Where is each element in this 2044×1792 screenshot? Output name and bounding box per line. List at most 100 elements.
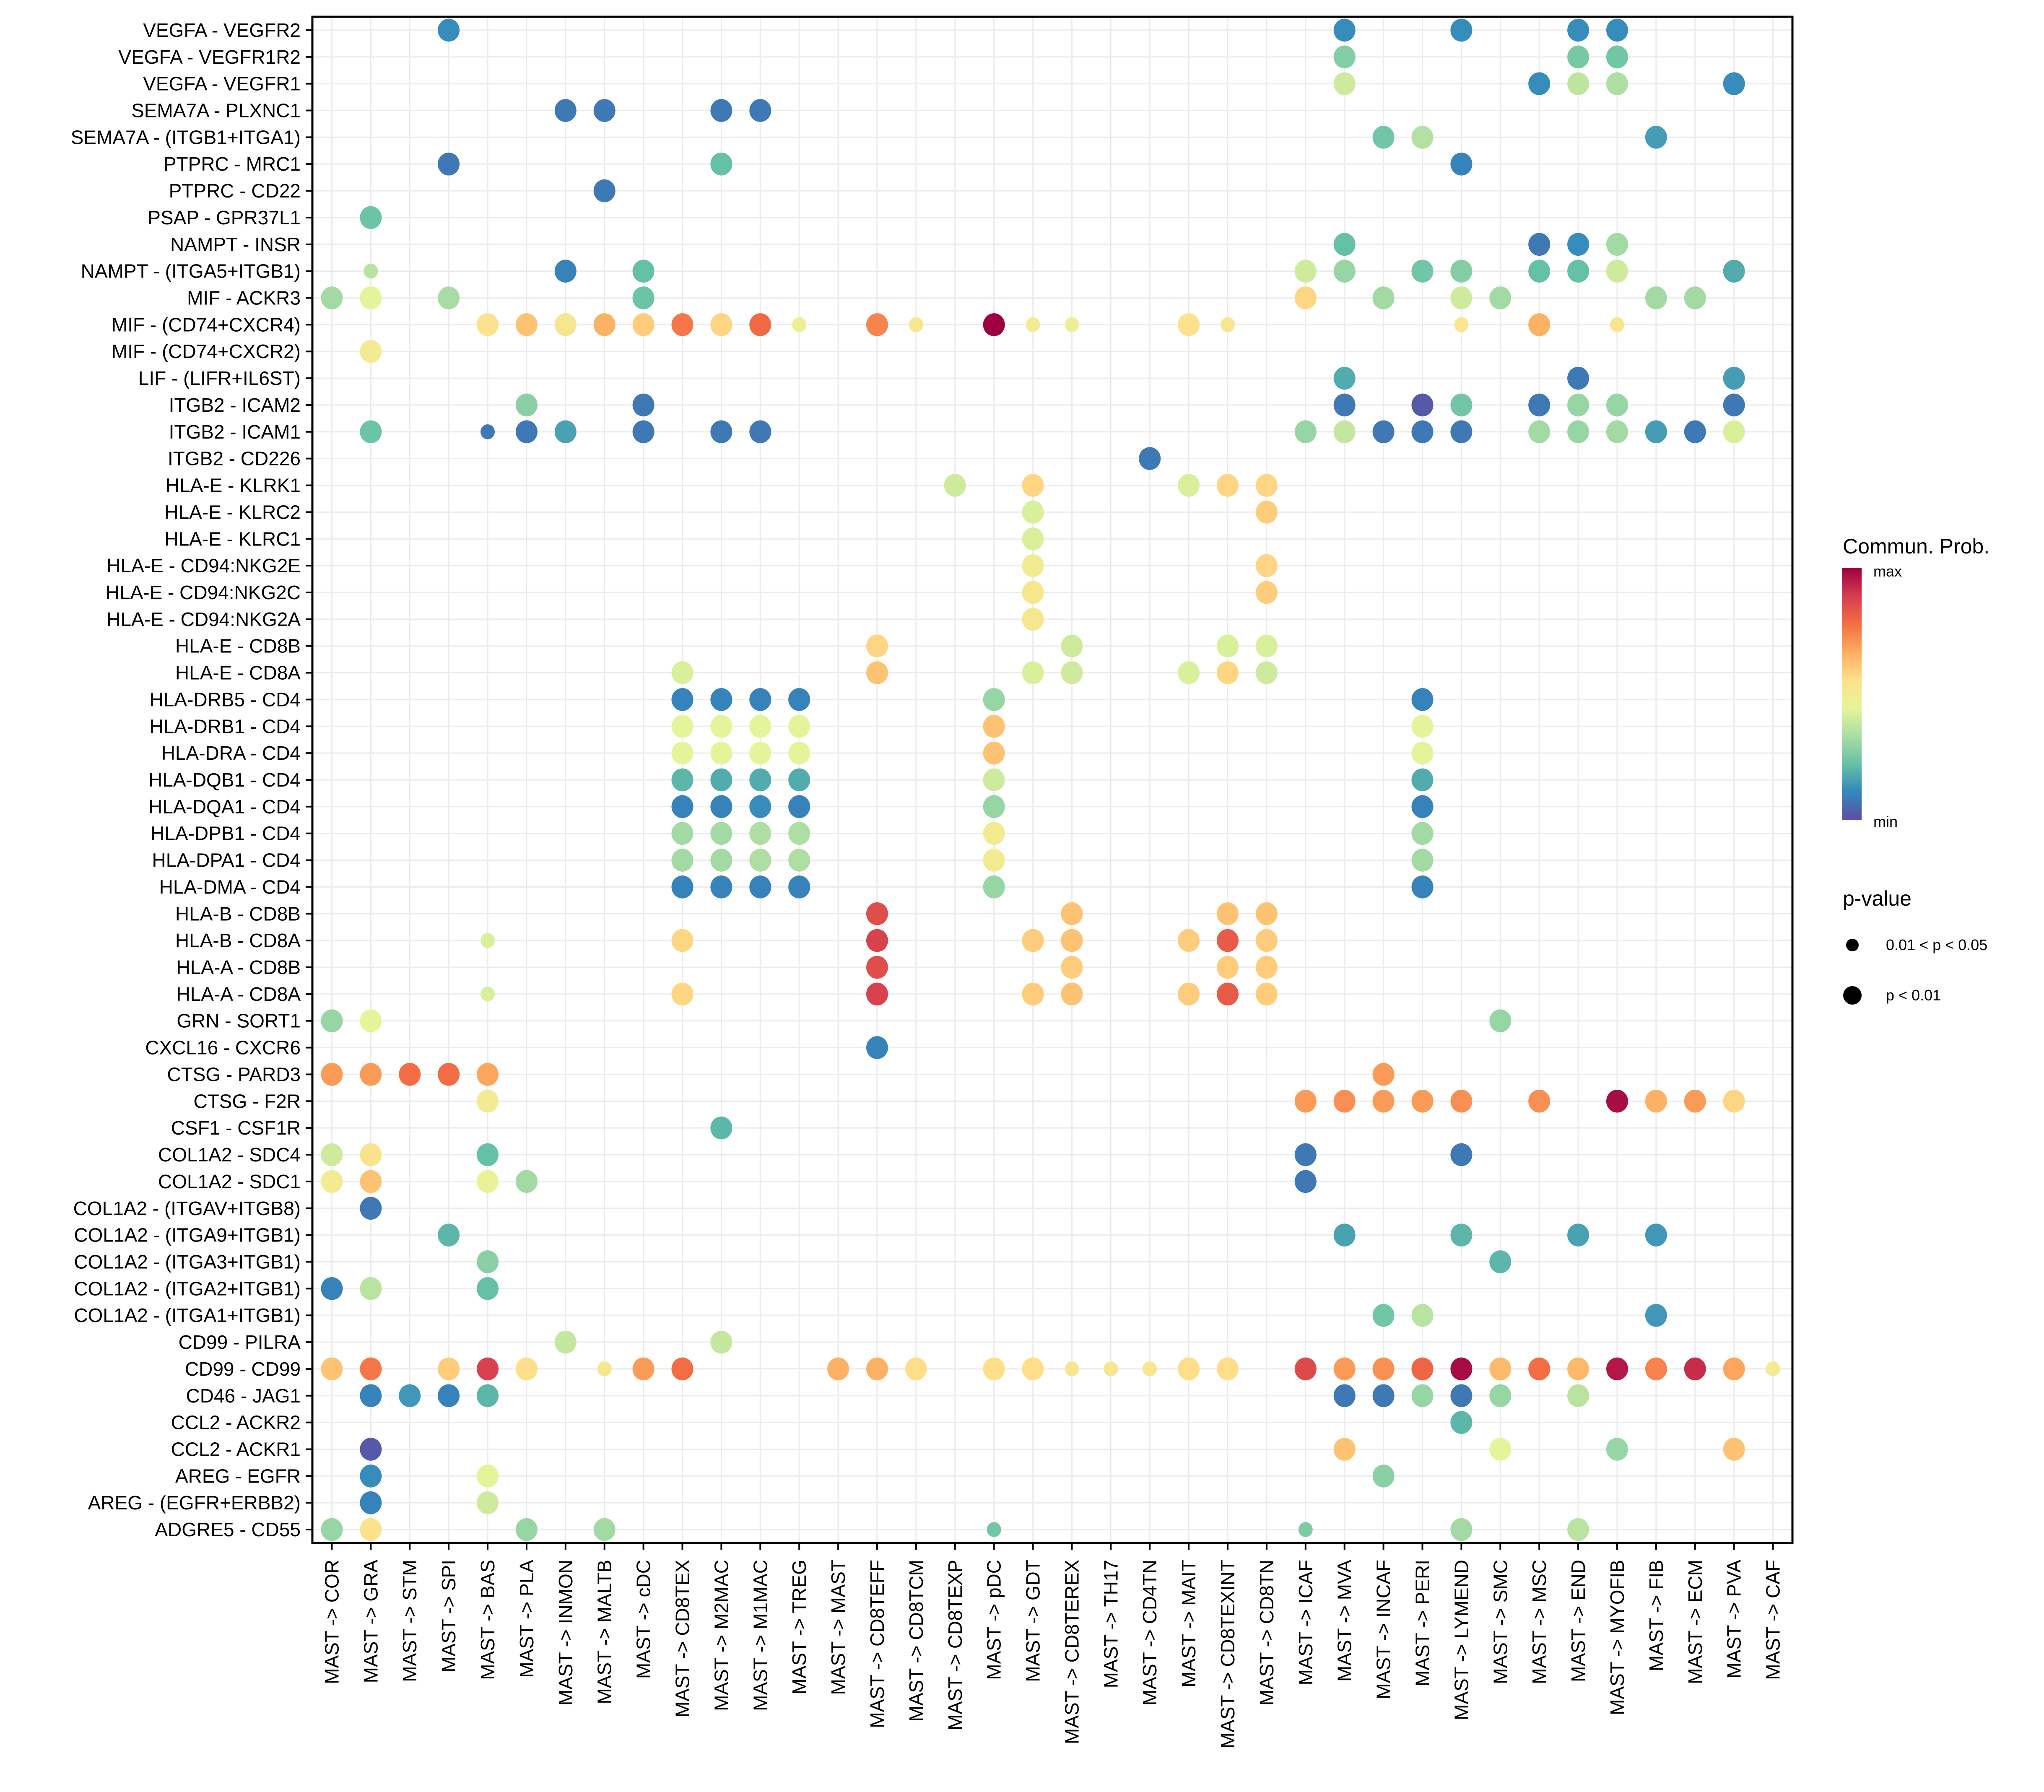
dot-MIF - (CD74+CXCR4)--MAST -> GDT <box>1026 317 1040 332</box>
dot-HLA-DRB1 - CD4--MAST -> TREG <box>788 714 810 738</box>
dot-CD99 - CD99--MAST -> CD4TN <box>1143 1361 1157 1376</box>
x-tick-label: MAST -> FIB <box>1645 1560 1667 1671</box>
dot-CTSG - F2R--MAST -> BAS <box>477 1090 499 1113</box>
dot-CTSG - F2R--MAST -> PERI <box>1411 1090 1434 1113</box>
x-axis: MAST -> COR MAST -> GRA MAST -> STM MAST ->… <box>321 1543 1784 1748</box>
dot-HLA-DMA - CD4--MAST -> M1MAC <box>749 875 771 899</box>
dot-COL1A2 - (ITGA2+ITGB1)--MAST -> GRA <box>360 1277 382 1300</box>
y-tick-label: HLA-E - KLRC1 <box>164 528 301 550</box>
y-tick-label: AREG - EGFR <box>175 1465 301 1487</box>
dot-COL1A2 - (ITGA3+ITGB1)--MAST -> SMC <box>1489 1250 1512 1273</box>
dot-HLA-DRB1 - CD4--MAST -> M1MAC <box>749 714 771 738</box>
y-tick-label: MIF - (CD74+CXCR2) <box>112 340 301 362</box>
dot-COL1A2 - SDC1--MAST -> BAS <box>477 1170 499 1193</box>
dot-CD99 - CD99--MAST -> LYMEND <box>1450 1357 1473 1381</box>
dot-COL1A2 - (ITGA9+ITGB1)--MAST -> LYMEND <box>1450 1223 1473 1247</box>
dot-PTPRC - CD22--MAST -> MALTB <box>593 179 616 203</box>
dot-CTSG - PARD3--MAST -> INCAF <box>1372 1063 1395 1086</box>
dot-COL1A2 - SDC4--MAST -> ICAF <box>1294 1143 1317 1166</box>
dot-HLA-A - CD8A--MAST -> GDT <box>1022 982 1044 1006</box>
dot-ADGRE5 - CD55--MAST -> MALTB <box>593 1518 616 1541</box>
dot-HLA-DRB5 - CD4--MAST -> M2MAC <box>710 688 732 711</box>
dot-ADGRE5 - CD55--MAST -> END <box>1567 1518 1589 1541</box>
dot-VEGFA - VEGFR1--MAST -> MVA <box>1333 72 1356 95</box>
y-tick-label: HLA-A - CD8B <box>176 956 301 978</box>
y-tick-label: CD99 - PILRA <box>179 1331 301 1353</box>
y-axis: VEGFA - VEGFR2 VEGFA - VEGFR1R2 VEGFA - VE… <box>71 19 312 1540</box>
dot-NAMPT - (ITGA5+ITGB1)--MAST -> cDC <box>632 260 654 283</box>
dot-MIF - ACKR3--MAST -> INCAF <box>1372 286 1395 309</box>
dot-CD99 - CD99--MAST -> ECM <box>1684 1357 1706 1381</box>
y-tick-label: MIF - ACKR3 <box>187 287 301 309</box>
dot-HLA-E - CD8A--MAST -> CD8TN <box>1255 661 1278 684</box>
dot-NAMPT - INSR--MAST -> MVA <box>1333 233 1356 256</box>
dot-HLA-A - CD8B--MAST -> CD8TN <box>1255 956 1278 979</box>
y-tick-label: NAMPT - (ITGA5+ITGB1) <box>81 260 301 282</box>
dot-HLA-DRA - CD4--MAST -> pDC <box>983 741 1005 765</box>
x-tick-label: MAST -> CD8TN <box>1256 1560 1278 1706</box>
x-tick-label: MAST -> SPI <box>438 1560 460 1673</box>
dot-CD46 - JAG1--MAST -> INCAF <box>1372 1384 1395 1408</box>
dot-ITGB2 - ICAM1--MAST -> M1MAC <box>749 420 771 444</box>
dot-CTSG - F2R--MAST -> FIB <box>1645 1090 1667 1113</box>
x-tick-label: MAST -> GDT <box>1022 1560 1044 1682</box>
y-tick-label: MIF - (CD74+CXCR4) <box>112 314 301 335</box>
x-tick-label: MAST -> M1MAC <box>749 1560 771 1711</box>
dot-HLA-A - CD8A--MAST -> CD8TEXINT <box>1217 982 1239 1006</box>
dot-MIF - (CD74+CXCR4)--MAST -> BAS <box>477 313 499 336</box>
x-tick-label: MAST -> MAIT <box>1178 1560 1200 1688</box>
dot-HLA-B - CD8A--MAST -> CD8TEREX <box>1061 929 1083 952</box>
y-tick-label: HLA-E - KLRK1 <box>166 475 301 496</box>
dot-ITGB2 - ICAM1--MAST -> INMON <box>554 420 577 444</box>
dot-CXCL16 - CXCR6--MAST -> CD8TEFF <box>866 1036 888 1059</box>
y-tick-label: SEMA7A - PLXNC1 <box>131 100 301 122</box>
dot-CD99 - CD99--MAST -> cDC <box>632 1357 654 1381</box>
x-tick-label: MAST -> MALTB <box>594 1560 616 1704</box>
dot-MIF - (CD74+CXCR4)--MAST -> CD8TEXINT <box>1221 317 1235 332</box>
dot-ITGB2 - ICAM1--MAST -> ICAF <box>1294 420 1317 444</box>
dot-MIF - ACKR3--MAST -> GRA <box>360 286 382 309</box>
x-tick-label: MAST -> GRA <box>360 1560 382 1683</box>
dot-LIF - (LIFR+IL6ST)--MAST -> MVA <box>1333 366 1356 390</box>
dot-CTSG - F2R--MAST -> MSC <box>1528 1090 1551 1113</box>
dot-CTSG - F2R--MAST -> ICAF <box>1294 1090 1317 1113</box>
dot-HLA-DQA1 - CD4--MAST -> M1MAC <box>749 795 771 818</box>
dot-VEGFA - VEGFR1R2--MAST -> MYOFIB <box>1606 45 1628 69</box>
dot-COL1A2 - SDC4--MAST -> LYMEND <box>1450 1143 1473 1166</box>
dot-AREG - (EGFR+ERBB2)--MAST -> GRA <box>360 1491 382 1514</box>
y-tick-label: NAMPT - INSR <box>170 234 301 255</box>
dot-MIF - (CD74+CXCR4)--MAST -> M2MAC <box>710 313 732 336</box>
dot-COL1A2 - (ITGA9+ITGB1)--MAST -> SPI <box>438 1223 460 1247</box>
dot-HLA-DRB5 - CD4--MAST -> PERI <box>1411 688 1434 711</box>
dot-NAMPT - (ITGA5+ITGB1)--MAST -> MVA <box>1333 260 1356 283</box>
color-legend-title: Commun. Prob. <box>1843 535 1989 558</box>
dot-MIF - (CD74+CXCR4)--MAST -> MAIT <box>1178 313 1200 336</box>
dot-SEMA7A - PLXNC1--MAST -> M2MAC <box>710 99 732 122</box>
dot-HLA-E - CD8A--MAST -> GDT <box>1022 661 1044 684</box>
dot-CD99 - CD99--MAST -> PERI <box>1411 1357 1434 1381</box>
dot-CD46 - JAG1--MAST -> STM <box>399 1384 421 1408</box>
y-tick-label: HLA-B - CD8A <box>175 930 301 951</box>
y-tick-label: HLA-DRA - CD4 <box>161 742 301 764</box>
dot-HLA-DRB1 - CD4--MAST -> M2MAC <box>710 714 732 738</box>
x-tick-label: MAST -> MVA <box>1334 1560 1356 1682</box>
y-tick-label: CCL2 - ACKR1 <box>171 1438 301 1460</box>
dot-CD99 - CD99--MAST -> pDC <box>983 1357 1005 1381</box>
dot-ITGB2 - ICAM1--MAST -> LYMEND <box>1450 420 1473 444</box>
y-tick-label: HLA-E - CD8B <box>175 635 301 657</box>
x-tick-label: MAST -> CAF <box>1762 1560 1784 1680</box>
y-tick-label: PTPRC - CD22 <box>169 180 301 202</box>
dot-HLA-A - CD8A--MAST -> CD8TEREX <box>1061 982 1083 1006</box>
dot-SEMA7A - (ITGB1+ITGA1)--MAST -> FIB <box>1645 126 1667 149</box>
x-tick-label: MAST -> TREG <box>788 1560 810 1695</box>
dot-HLA-E - CD94:NKG2A--MAST -> GDT <box>1022 608 1044 631</box>
dots-layer <box>321 18 1780 1541</box>
dot-HLA-DQB1 - CD4--MAST -> M2MAC <box>710 768 732 792</box>
y-tick-label: COL1A2 - SDC1 <box>158 1171 301 1192</box>
dot-CTSG - PARD3--MAST -> COR <box>321 1063 343 1086</box>
dot-MIF - (CD74+CXCR2)--MAST -> GRA <box>360 340 382 363</box>
dot-HLA-DMA - CD4--MAST -> pDC <box>983 875 1005 899</box>
dot-ITGB2 - ICAM1--MAST -> BAS <box>480 424 495 439</box>
size-legend-title: p-value <box>1843 887 1912 910</box>
dot-COL1A2 - SDC4--MAST -> COR <box>321 1143 343 1166</box>
